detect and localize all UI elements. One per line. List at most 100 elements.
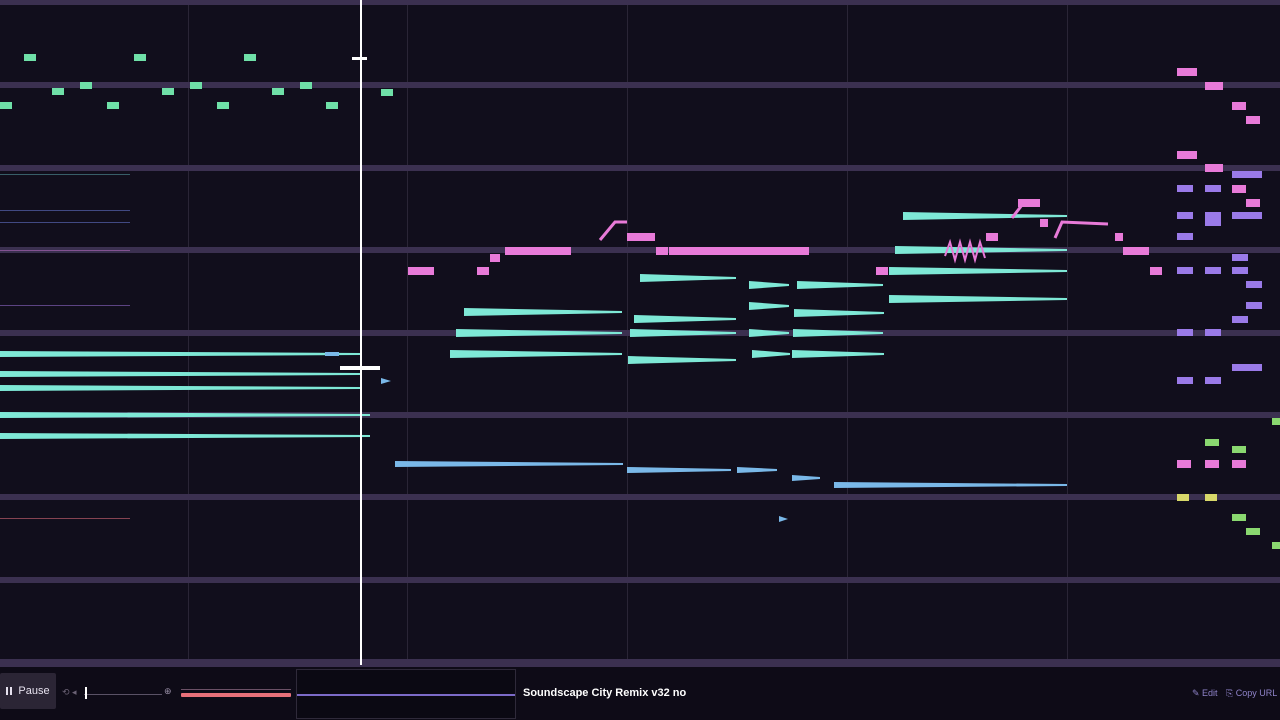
note-purple	[1246, 281, 1262, 288]
note-green	[0, 102, 12, 109]
note-cyan	[749, 302, 789, 310]
volume-slider-track[interactable]	[84, 694, 162, 695]
note-pink	[1123, 247, 1149, 255]
note-lime	[1232, 514, 1246, 521]
note-cyan	[630, 329, 736, 337]
fading-note	[0, 518, 130, 519]
note-pink	[1232, 460, 1246, 468]
note-pink-slide	[598, 220, 627, 241]
pause-button[interactable]: Pause	[0, 673, 56, 709]
note-purple	[1232, 364, 1248, 371]
seek-bar-track[interactable]	[181, 689, 291, 690]
note-cyan	[0, 351, 360, 357]
fading-note	[0, 250, 130, 251]
note-purple	[1205, 329, 1221, 336]
note-purple	[1177, 212, 1193, 219]
note-pink	[1040, 219, 1048, 227]
note-blue	[737, 467, 777, 473]
channel-divider	[0, 0, 1280, 5]
note-cyan	[903, 212, 1067, 220]
note-blue	[381, 378, 391, 384]
piano-roll-visualizer	[0, 0, 1280, 665]
loop-icon[interactable]: ⟲	[62, 687, 70, 697]
note-pink	[656, 247, 668, 255]
note-cyan	[889, 267, 1067, 275]
note-purple	[1232, 254, 1248, 261]
note-blue	[792, 475, 820, 481]
note-pink	[408, 267, 434, 275]
note-green	[272, 88, 284, 95]
volume-slider-thumb[interactable]	[85, 687, 87, 699]
note-pink	[986, 233, 998, 241]
note-pink	[1205, 460, 1219, 468]
note-lime	[1232, 446, 1246, 453]
channel-divider	[0, 577, 1280, 583]
note-purple	[1246, 212, 1262, 219]
note-cyan	[895, 246, 1067, 254]
note-cyan	[0, 412, 370, 418]
note-green	[217, 102, 229, 109]
playhead-marker	[340, 366, 380, 370]
note-purple	[1205, 267, 1221, 274]
song-title: Soundscape City Remix v32 no	[523, 687, 687, 699]
note-cyan	[792, 350, 884, 358]
note-pink	[490, 254, 500, 262]
note-cyan	[464, 308, 622, 316]
note-cyan	[889, 295, 1067, 303]
note-green	[326, 102, 338, 109]
note-pink	[1232, 102, 1246, 110]
note-cyan	[634, 315, 736, 323]
volume-icon[interactable]: ◂	[72, 687, 77, 697]
note-blue	[627, 467, 731, 473]
note-cyan	[450, 350, 622, 358]
note-cyan	[0, 385, 360, 391]
note-blue	[395, 461, 623, 467]
copy-url-label: Copy URL	[1235, 688, 1278, 698]
note-blue	[834, 482, 1067, 488]
note-cyan	[456, 329, 622, 337]
note-pink	[627, 233, 655, 241]
edit-link[interactable]: ✎ Edit	[1192, 688, 1218, 699]
note-green	[190, 82, 202, 89]
note-pink	[1018, 199, 1040, 207]
note-purple	[1232, 267, 1248, 274]
fading-note	[0, 222, 130, 223]
note-green	[244, 54, 256, 61]
note-pink	[1246, 116, 1260, 124]
note-purple	[1246, 302, 1262, 309]
note-green	[52, 88, 64, 95]
fading-note	[0, 174, 130, 175]
note-pink	[1205, 164, 1223, 172]
note-pink	[1205, 82, 1223, 90]
note-purple	[1232, 212, 1248, 219]
note-green	[134, 54, 146, 61]
note-purple	[1246, 364, 1262, 371]
note-purple	[1246, 171, 1262, 178]
note-yellow	[1177, 494, 1189, 501]
fading-note	[0, 305, 130, 306]
zoom-icon[interactable]: ⊕	[164, 686, 172, 696]
note-pink-slide	[1053, 220, 1109, 239]
note-green	[80, 82, 92, 89]
note-cyan	[0, 371, 360, 377]
seek-bar[interactable]	[181, 693, 291, 697]
note-cyan	[797, 281, 883, 289]
note-green	[381, 89, 393, 96]
note-blue	[325, 352, 339, 356]
channel-divider	[0, 659, 1280, 665]
pause-icon	[6, 687, 13, 695]
note-purple	[1205, 377, 1221, 384]
note-pink	[1115, 233, 1123, 241]
note-yellow	[1205, 494, 1217, 501]
timeline-overview[interactable]	[296, 669, 516, 719]
link-icon: ⎘	[1226, 688, 1236, 698]
note-purple	[1232, 171, 1248, 178]
note-cyan	[749, 281, 789, 289]
note-cyan	[628, 356, 736, 364]
channel-divider	[0, 494, 1280, 500]
note-purple	[1205, 219, 1221, 226]
note-cyan	[0, 433, 370, 439]
note-pink	[1232, 185, 1246, 193]
edit-label: Edit	[1202, 688, 1218, 698]
copy-url-link[interactable]: ⎘ Copy URL	[1226, 688, 1277, 699]
